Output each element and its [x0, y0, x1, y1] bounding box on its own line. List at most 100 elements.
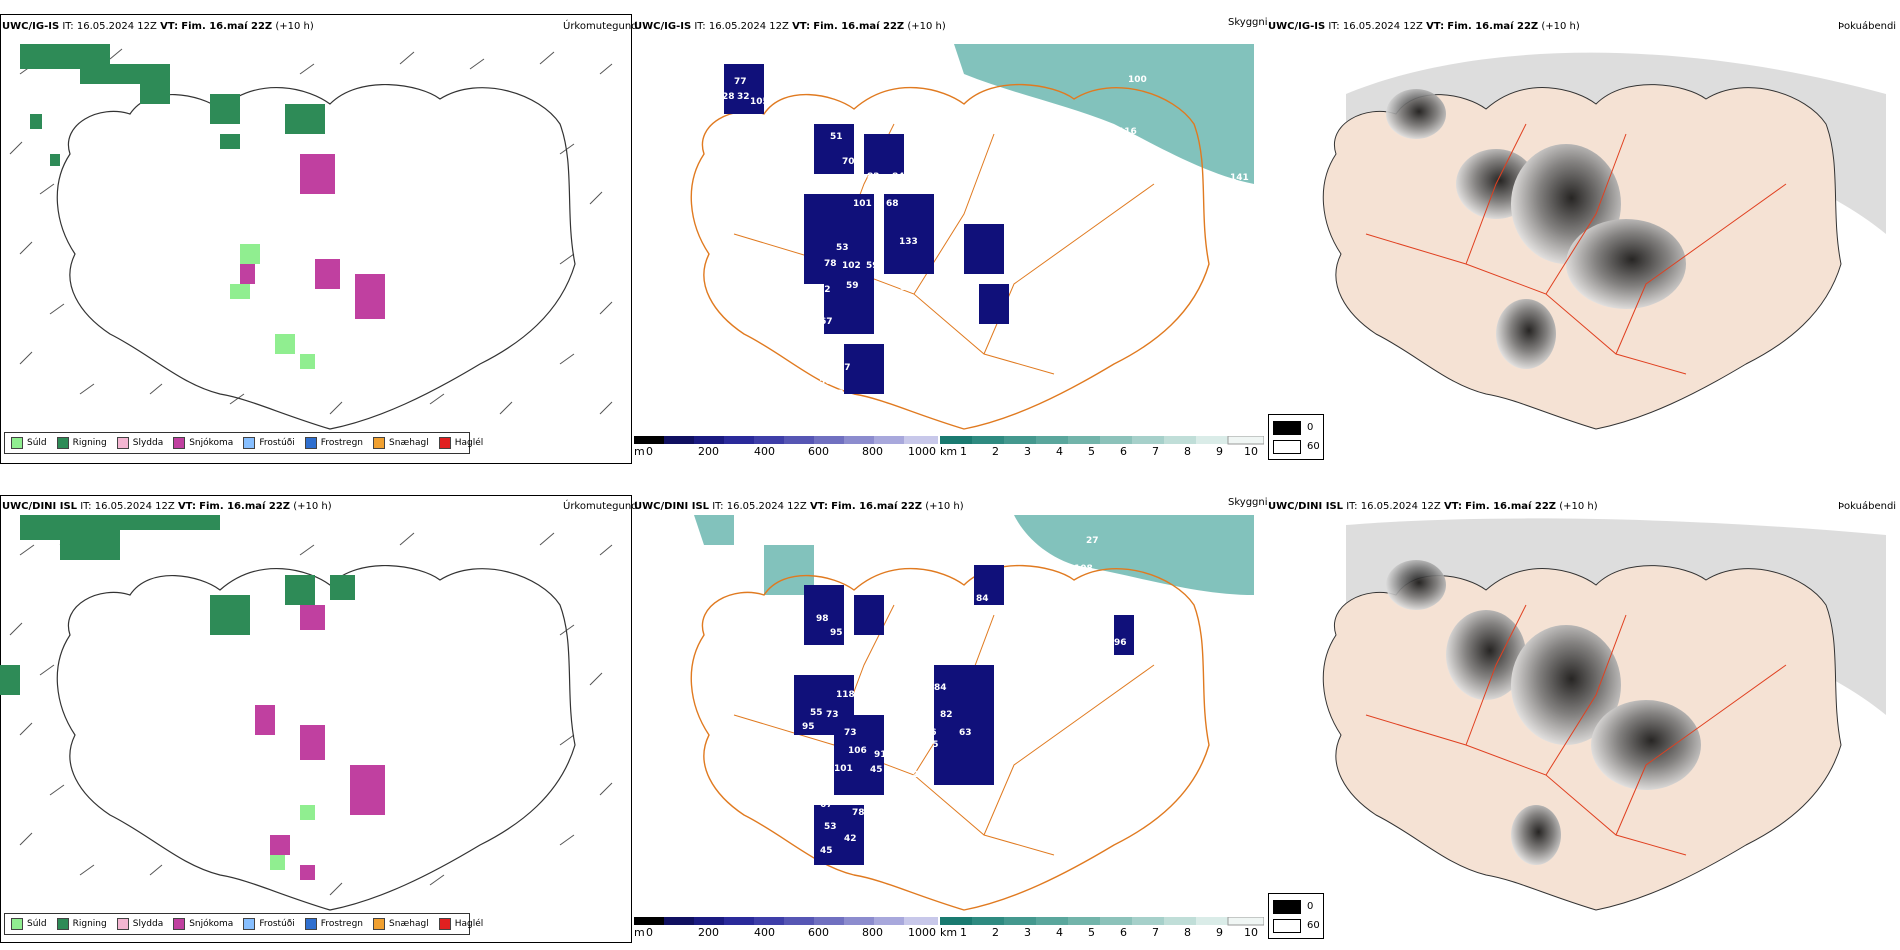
colorbar-km-svg — [940, 916, 1265, 926]
svg-text:59: 59 — [866, 261, 879, 271]
svg-text:82: 82 — [867, 172, 880, 182]
svg-text:73: 73 — [826, 710, 839, 720]
svg-text:48: 48 — [831, 389, 844, 399]
svg-text:85: 85 — [926, 740, 939, 750]
km-tick: 9 — [1216, 445, 1223, 458]
legend-item: Frostúði — [243, 918, 295, 930]
precip-type-panel — [0, 14, 632, 464]
svg-text:67: 67 — [870, 187, 883, 197]
it-value: 16.05.2024 12Z — [76, 21, 157, 32]
svg-text:84: 84 — [934, 683, 947, 693]
svg-text:122: 122 — [1120, 602, 1139, 612]
visibility-map: 105 130 98 95 105 84 91 27 108 122 96 88… — [690, 515, 1254, 911]
svg-text:45: 45 — [820, 846, 833, 856]
model-name: UWC/DINI ISL — [1268, 501, 1344, 512]
rain-area — [20, 44, 325, 166]
legend-swatch — [116, 918, 129, 930]
svg-text:98: 98 — [816, 614, 829, 624]
legend-swatch — [56, 437, 69, 449]
visibility-values: 105 130 98 95 105 84 91 27 108 122 96 88… — [716, 536, 1139, 856]
vt-value: Fim. 16.maí 22Z — [1447, 21, 1539, 32]
vt-value: Fim. 16.maí 22Z — [1465, 501, 1557, 512]
m-tick: 200 — [698, 926, 719, 939]
svg-text:42: 42 — [844, 834, 857, 844]
svg-text:28: 28 — [722, 92, 735, 102]
roads — [1365, 123, 1787, 375]
km-tick: 7 — [1152, 926, 1159, 939]
lead-time: (+10 h) — [275, 21, 314, 32]
snow-area — [240, 154, 385, 319]
fog-areas — [1386, 560, 1701, 865]
svg-text:70: 70 — [842, 157, 855, 167]
svg-text:53: 53 — [836, 243, 849, 253]
vt-value: Fim. 16.maí 22Z — [199, 501, 291, 512]
svg-text:118: 118 — [836, 690, 855, 700]
rain-area — [0, 515, 355, 695]
svg-text:91: 91 — [874, 750, 887, 760]
legend-item: Haglél — [438, 437, 483, 449]
svg-text:95: 95 — [830, 628, 843, 638]
svg-text:53: 53 — [824, 822, 837, 832]
fog-swatch-black — [1273, 421, 1301, 435]
panel-title-fog: Þokuábendi — [1838, 501, 1897, 512]
svg-text:77: 77 — [734, 77, 747, 87]
it-label: IT: — [1346, 501, 1358, 512]
vt-value: Fim. 16.maí 22Z — [181, 21, 273, 32]
km-tick: 5 — [1088, 445, 1095, 458]
svg-text:130: 130 — [782, 604, 801, 614]
legend-swatch — [304, 918, 317, 930]
lead-time: (+10 h) — [925, 501, 964, 512]
legend-swatch — [11, 918, 23, 930]
lead-time: (+10 h) — [1541, 21, 1580, 32]
colorbar-m-svg — [634, 436, 938, 444]
m-tick: 200 — [698, 445, 719, 458]
svg-text:84: 84 — [892, 172, 905, 182]
km-tick: 8 — [1184, 445, 1191, 458]
svg-text:78: 78 — [852, 808, 865, 818]
it-value: 16.05.2024 12Z — [708, 21, 789, 32]
model-name: UWC/DINI ISL — [634, 501, 710, 512]
svg-text:86: 86 — [924, 728, 937, 738]
fog-legend-0: 0 — [1307, 422, 1314, 433]
m-unit: m — [634, 926, 645, 939]
model-name: UWC/IG-IS — [634, 21, 692, 32]
svg-text:89: 89 — [900, 283, 913, 293]
it-label: IT: — [712, 501, 724, 512]
fog-map — [1266, 34, 1898, 444]
svg-text:141: 141 — [1230, 173, 1249, 183]
svg-text:82: 82 — [940, 710, 953, 720]
svg-text:102: 102 — [842, 261, 861, 271]
km-tick: 10 — [1244, 926, 1258, 939]
legend-swatch — [243, 918, 256, 930]
roads — [1365, 604, 1787, 856]
lead-time: (+10 h) — [1559, 501, 1598, 512]
panel-header: UWC/IG-IS IT: 16.05.2024 12Z VT: Fim. 16… — [1268, 21, 1580, 32]
m-tick: 600 — [808, 926, 829, 939]
fog-legend-60: 60 — [1307, 441, 1320, 452]
it-label: IT: — [694, 21, 706, 32]
legend-item: Snjókoma — [173, 918, 233, 930]
drizzle-area — [270, 805, 315, 870]
fog-legend-60: 60 — [1307, 920, 1320, 931]
m-tick: 0 — [646, 445, 653, 458]
it-value: 16.05.2024 12Z — [1342, 21, 1423, 32]
teal-fog-area — [694, 515, 1254, 595]
svg-text:45: 45 — [870, 765, 883, 775]
legend-item: Snjókoma — [173, 437, 233, 449]
m-tick: 1000 — [908, 926, 936, 939]
km-tick: 2 — [992, 445, 999, 458]
visibility-colorbar-m: m 0 200 400 600 800 1000 — [634, 436, 938, 460]
m-tick: 600 — [808, 445, 829, 458]
svg-text:55: 55 — [810, 708, 823, 718]
legend-item: Slydda — [116, 918, 163, 930]
svg-text:133: 133 — [899, 237, 918, 247]
legend-item: Rigning — [56, 918, 107, 930]
panel-title-fog: Þokuábendi — [1838, 21, 1897, 32]
svg-text:100: 100 — [1128, 75, 1147, 85]
km-unit: km — [940, 926, 958, 939]
low-visibility-area — [724, 64, 1009, 394]
legend-item: Snæhagl — [373, 437, 429, 449]
svg-text:105: 105 — [716, 548, 735, 558]
visibility-colorbar-m: m 0 200 400 600 800 1000 — [634, 917, 938, 941]
km-tick: 1 — [960, 926, 967, 939]
